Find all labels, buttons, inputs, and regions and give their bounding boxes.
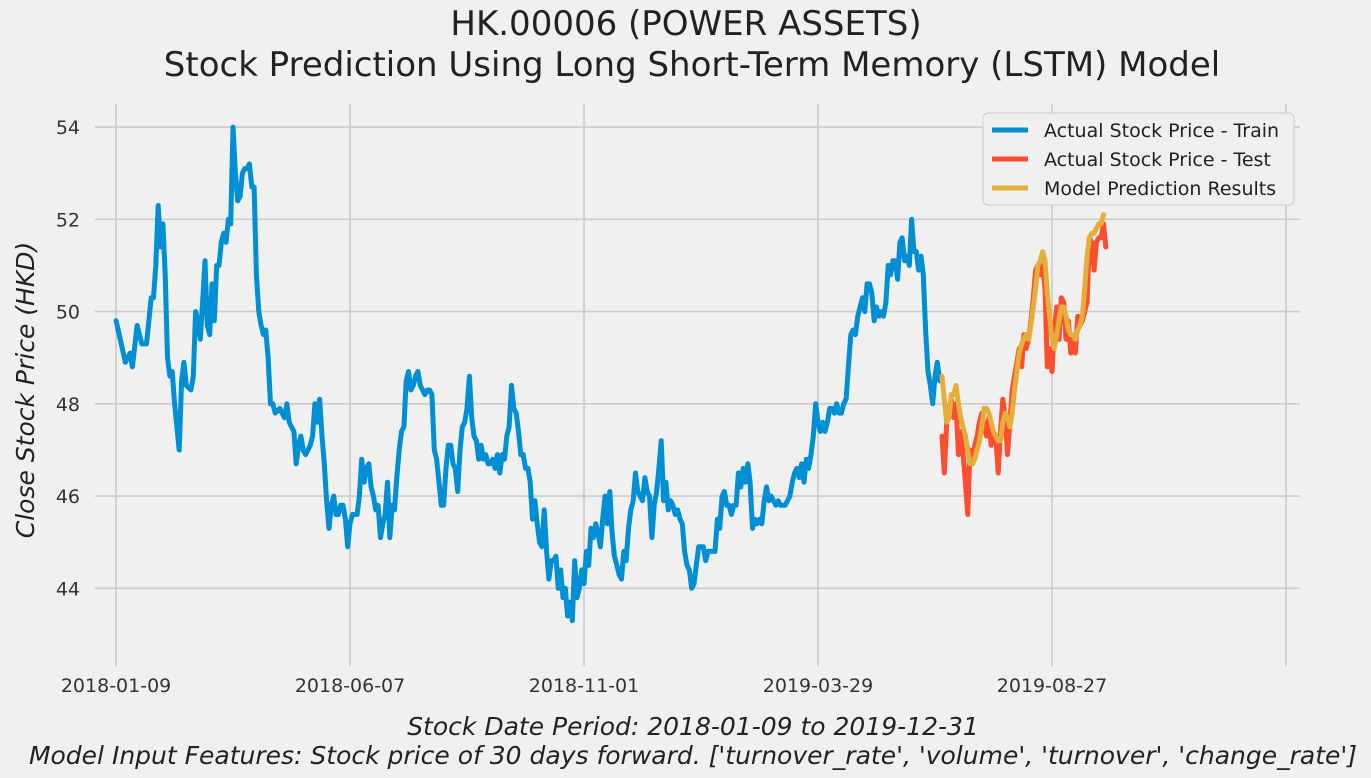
legend-label-2: Actual Stock Price - Test: [1044, 149, 1271, 171]
x-tick-label: 2018-11-01: [529, 675, 639, 697]
grid: [95, 104, 1300, 666]
x-axis-label-line2: Model Input Features: Stock price of 30 …: [29, 741, 1357, 770]
x-tick-label: 2019-08-27: [997, 675, 1107, 697]
y-tick-label: 52: [56, 209, 80, 231]
series-line-1: [113, 124, 943, 624]
y-tick-labels: 44 46 48 50 52 54: [56, 117, 80, 600]
y-tick-label: 44: [56, 578, 80, 600]
x-tick-labels: 2018-01-09 2018-06-07 2018-11-01 2019-03-29…: [61, 675, 1107, 697]
legend-frame: [982, 112, 1295, 206]
x-tick-label: 2019-03-29: [763, 675, 873, 697]
legend: Actual Stock Price - Train Actual Stock P…: [982, 112, 1295, 206]
x-tick-label: 2018-06-07: [295, 675, 405, 697]
y-tick-label: 46: [56, 486, 80, 508]
chart-title-line1: HK.00006 (POWER ASSETS): [450, 4, 921, 44]
x-axis-label-line1: Stock Date Period: 2018-01-09 to 2019-12…: [407, 712, 979, 741]
series-line-3: [939, 212, 1106, 467]
y-tick-label: 50: [56, 302, 80, 324]
y-tick-label: 54: [56, 117, 80, 139]
y-axis-label: Close Stock Price (HKD): [11, 242, 40, 539]
legend-label-1: Actual Stock Price - Train: [1044, 120, 1279, 142]
legend-label-3: Model Prediction Results: [1044, 178, 1276, 200]
series-lines: [113, 124, 1109, 624]
chart-title-line2: Stock Prediction Using Long Short-Term M…: [164, 45, 1220, 85]
x-tick-label: 2018-01-09: [61, 675, 171, 697]
y-tick-label: 48: [56, 394, 80, 416]
